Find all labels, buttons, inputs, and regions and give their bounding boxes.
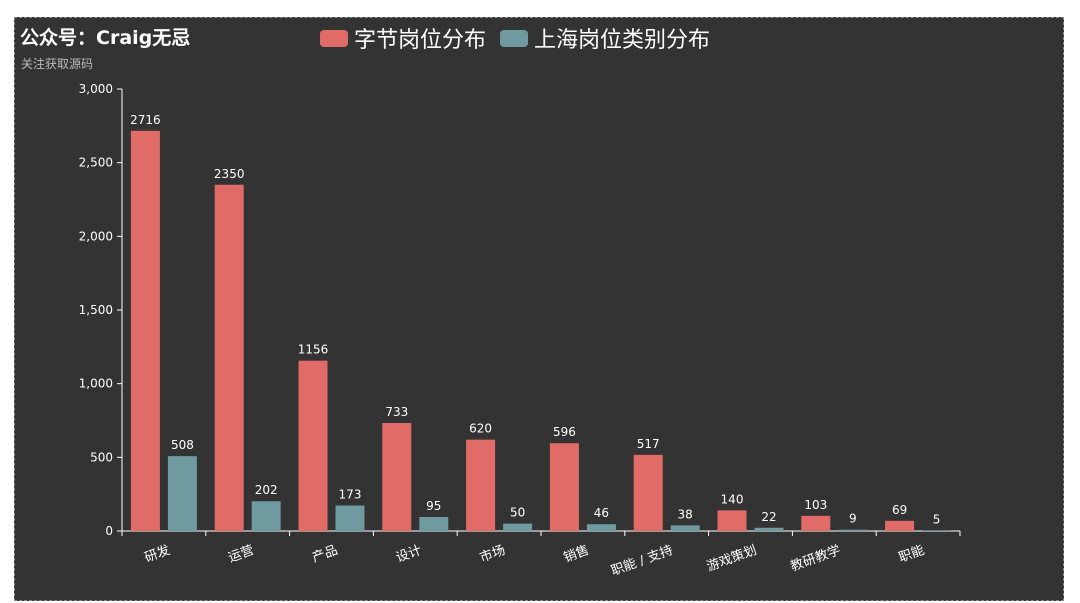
bar-series-1 [717,510,747,531]
data-label-series-1: 140 [721,492,744,506]
legend-label-series-1: 字节岗位分布 [354,28,487,53]
data-label-series-2: 22 [761,510,776,524]
data-label-series-1: 517 [637,437,660,451]
data-label-series-2: 5 [933,512,941,526]
bar-series-1 [885,520,915,531]
legend-swatch-series-1 [320,29,348,47]
x-tick-label: 职能 / 支持 [609,543,675,579]
y-tick-label: 0 [105,524,113,538]
data-label-series-1: 620 [469,422,492,436]
bar-series-1 [633,454,663,531]
legend-item-series-1[interactable]: 字节岗位分布 [320,22,486,54]
chart-title: 公众号：Craig无忌 [20,27,191,49]
legend-swatch-series-2 [500,29,529,47]
y-tick-label: 2,500 [79,156,113,170]
data-label-series-2: 95 [426,499,441,513]
data-label-series-1: 733 [385,405,408,419]
bar-series-2 [167,456,197,531]
bar-series-2 [503,523,533,531]
data-label-series-2: 9 [849,512,857,526]
data-label-series-1: 69 [892,503,907,517]
data-label-series-2: 173 [339,488,362,502]
data-label-series-2: 508 [171,438,194,452]
legend-label-series-2: 上海岗位类别分布 [534,28,711,53]
data-label-series-2: 50 [510,506,525,520]
x-tick-label: 市场 [478,542,508,566]
data-label-series-1: 596 [553,425,576,439]
data-label-series-1: 2350 [214,167,245,181]
bar-series-1 [214,184,244,531]
bar-series-2 [922,530,952,531]
bar-series-2 [335,505,365,531]
x-tick-label: 设计 [394,543,424,566]
bar-series-1 [382,423,412,531]
y-tick-label: 3,000 [79,82,113,96]
data-label-series-1: 1156 [298,343,329,357]
y-tick-label: 1,000 [79,377,113,391]
bar-series-1 [549,443,579,531]
bar-series-2 [586,524,616,531]
bar-series-1 [298,360,328,531]
chart-legend: 字节岗位分布 上海岗位类别分布 [320,22,724,54]
x-tick-label: 销售 [561,542,591,566]
bar-series-2 [670,525,700,531]
bar-series-1 [801,515,831,531]
bar-series-1 [466,439,496,531]
y-tick-label: 500 [90,450,113,464]
data-label-series-1: 103 [804,498,827,512]
bar-series-2 [754,527,784,531]
x-tick-label: 职能 [897,543,927,566]
legend-item-series-2[interactable]: 上海岗位类别分布 [500,22,710,54]
bar-series-2 [251,501,281,531]
data-label-series-2: 46 [594,506,609,520]
y-tick-label: 2,000 [79,229,113,243]
data-label-series-2: 38 [678,507,693,521]
y-tick-label: 1,500 [79,303,113,317]
x-tick-label: 产品 [310,543,340,566]
bar-series-2 [419,517,449,531]
x-tick-label: 运营 [226,543,256,566]
bar-series-1 [130,130,160,532]
chart-subtitle: 关注获取源码 [21,57,94,71]
data-label-series-1: 2716 [130,113,161,127]
data-label-series-2: 202 [255,483,278,497]
x-tick-label: 游戏策划 [705,542,759,575]
x-tick-label: 研发 [142,542,172,566]
bar-series-2 [838,529,868,531]
x-tick-label: 教研教学 [788,542,842,575]
